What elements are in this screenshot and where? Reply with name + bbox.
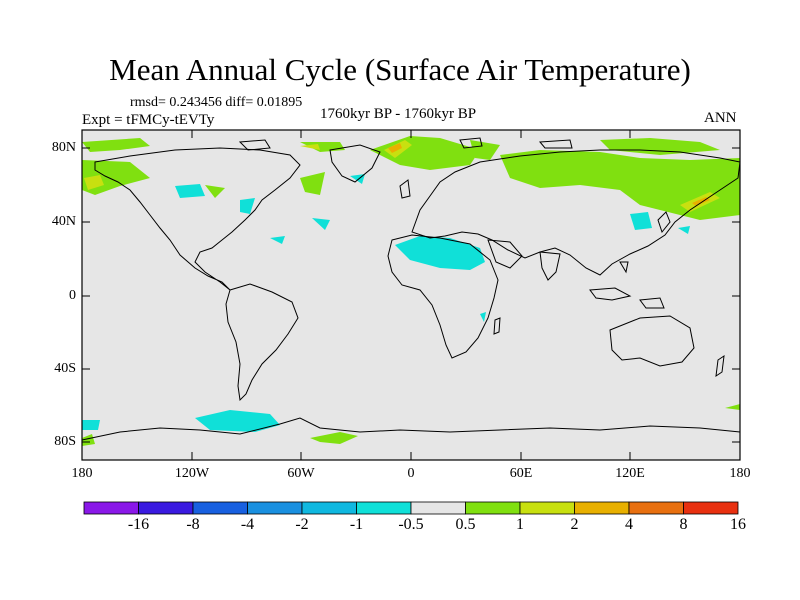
colorbar-box-11 [683,501,739,515]
x-label-60e: 60E [509,466,533,481]
colorbar-label-9: 4 [625,516,633,533]
x-label-0: 0 [407,466,415,481]
x-label-60w: 60W [287,466,315,481]
colorbar-label-7: 1 [516,516,524,533]
colorbar-box-9 [574,501,630,515]
colorbar-box-7 [465,501,521,515]
colorbar-label-4: -1 [349,516,364,533]
x-label-120w: 120W [174,466,210,481]
cool-anomaly-patches [82,174,690,432]
colorbar-box-10 [628,501,684,515]
rmsd-diff-stats: rmsd= 0.243456 diff= 0.01895 [130,95,303,110]
colorbar-box-1 [138,501,194,515]
season-label: ANN [704,110,737,126]
x-label-180e: 180 [729,466,751,481]
colorbar-label-6: 0.5 [455,516,476,533]
colorbar-box-3 [247,501,303,515]
colorbar-label-3: -2 [295,516,309,533]
strong-warm-anomaly-patches [84,140,720,212]
experiment-label: Expt = tFMCy-tEVTy [82,112,215,128]
x-axis-ticks [191,130,631,460]
y-axis-ticks [82,147,740,443]
y-label-0: 0 [69,288,76,303]
period-label: 1760kyr BP - 1760kyr BP [320,106,477,122]
x-label-120e: 120E [615,466,645,481]
page-title: Mean Annual Cycle (Surface Air Temperatu… [109,52,691,87]
colorbar-label-8: 2 [570,516,579,533]
y-label-40n: 40N [51,214,76,229]
colorbar-label-2: -4 [240,516,255,533]
colorbar-label-0: -16 [127,516,150,533]
coastlines [81,137,741,441]
x-label-180w: 180 [71,466,93,481]
y-label-80s: 80S [54,434,76,449]
colorbar-box-4 [301,501,357,515]
colorbar-box-2 [192,501,248,515]
colorbar-box-0 [83,501,139,515]
colorbar-label-11: 16 [730,516,746,533]
colorbar-label-5: -0.5 [398,516,424,533]
colorbar-box-6 [410,501,466,515]
y-label-40s: 40S [54,361,76,376]
y-label-80n: 80N [51,140,76,155]
colorbar-label-1: -8 [186,516,200,533]
colorbar [83,501,739,515]
warm-anomaly-patches [82,136,740,446]
colorbar-label-10: 8 [679,516,688,533]
colorbar-box-5 [356,501,412,515]
colorbar-box-8 [519,501,575,515]
